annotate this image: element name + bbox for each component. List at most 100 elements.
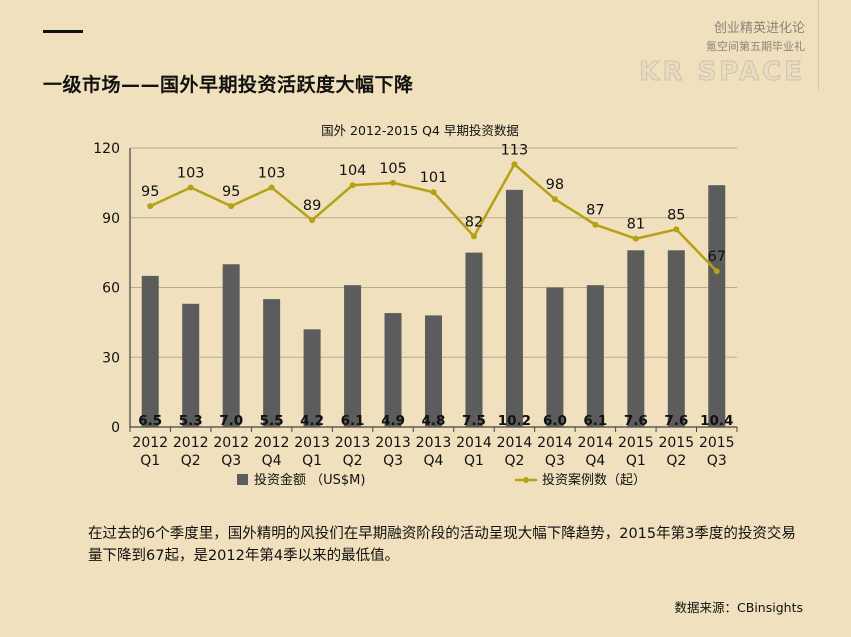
y-tick-label: 120 xyxy=(93,141,120,157)
line-data-label: 89 xyxy=(303,198,321,214)
bar xyxy=(222,264,240,427)
brand-tagline: 创业精英进化论 xyxy=(713,21,805,36)
source-note: 数据来源：CBinsights xyxy=(674,600,803,615)
line-point xyxy=(268,184,275,191)
bar-data-label: 7.6 xyxy=(624,413,648,429)
line-data-label: 103 xyxy=(177,166,205,182)
line-data-label: 101 xyxy=(420,170,448,186)
line-data-label: 67 xyxy=(708,249,726,265)
bar-data-label: 4.9 xyxy=(381,413,405,429)
bar xyxy=(546,287,564,427)
x-tick-label-year: 2015 xyxy=(658,435,694,451)
x-tick-label-year: 2012 xyxy=(132,435,168,451)
x-tick-label-year: 2015 xyxy=(618,435,654,451)
line-data-label: 95 xyxy=(222,184,240,200)
legend-line-label: 投资案例数（起） xyxy=(542,472,646,488)
bar-data-label: 6.0 xyxy=(543,413,567,429)
top-accent-rule xyxy=(43,30,83,33)
line-data-label: 98 xyxy=(546,177,564,193)
slide-title: 一级市场——国外早期投资活跃度大幅下降 xyxy=(43,74,414,96)
y-tick-label: 30 xyxy=(102,350,120,366)
bar xyxy=(182,303,200,427)
bar xyxy=(627,250,645,427)
x-tick-label-quarter: Q2 xyxy=(504,453,524,469)
x-tick-label-quarter: Q3 xyxy=(383,453,403,469)
line-data-label: 103 xyxy=(258,166,286,182)
x-tick-label-quarter: Q3 xyxy=(707,453,727,469)
bar-data-label: 7.6 xyxy=(664,413,688,429)
line-data-label: 113 xyxy=(501,142,529,158)
y-tick-label: 90 xyxy=(102,211,120,227)
x-tick-label-quarter: Q2 xyxy=(343,453,363,469)
x-tick-label-year: 2013 xyxy=(335,435,371,451)
bar xyxy=(425,315,442,427)
x-tick-label-quarter: Q1 xyxy=(302,453,322,469)
x-tick-label-year: 2013 xyxy=(375,435,411,451)
chart-title: 国外 2012-2015 Q4 早期投资数据 xyxy=(321,123,519,138)
legend-line-marker xyxy=(523,477,529,483)
line-point xyxy=(470,233,477,240)
line-point xyxy=(349,182,356,189)
brand-event: 氪空间第五期毕业礼 xyxy=(706,40,805,53)
x-tick-label-quarter: Q2 xyxy=(666,453,686,469)
line-point xyxy=(511,161,518,168)
bar xyxy=(384,313,402,427)
line-point xyxy=(713,268,720,275)
x-tick-label-quarter: Q1 xyxy=(464,453,484,469)
line-point xyxy=(592,221,599,228)
bar xyxy=(708,185,726,427)
bar-data-label: 5.3 xyxy=(179,413,203,429)
description-text: 在过去的6个季度里，国外精明的风投们在早期融资阶段的活动呈现大幅下降趋势，201… xyxy=(88,526,796,564)
x-tick-label-quarter: Q2 xyxy=(181,453,201,469)
line-data-label: 82 xyxy=(465,214,483,230)
line-data-label: 81 xyxy=(627,217,645,233)
line-point xyxy=(632,235,639,242)
x-tick-label-year: 2012 xyxy=(213,435,249,451)
x-tick-label-year: 2014 xyxy=(537,435,573,451)
bar xyxy=(263,299,281,427)
line-data-label: 104 xyxy=(339,163,367,179)
x-tick-label-year: 2012 xyxy=(173,435,209,451)
bar-data-label: 4.8 xyxy=(422,413,446,429)
y-tick-label: 60 xyxy=(102,281,120,297)
brand-block: 创业精英进化论 氪空间第五期毕业礼 KR SPACE xyxy=(639,20,805,88)
legend-bar-swatch xyxy=(237,474,248,485)
x-axis: 2012 Q1 2012 Q2 2012 Q3 2012 Q4 2013 Q1 2013 Q2 2013… xyxy=(129,427,738,469)
brand-logo: KR SPACE xyxy=(639,57,805,88)
line-point xyxy=(390,179,397,186)
x-tick-label-quarter: Q4 xyxy=(424,453,444,469)
bar xyxy=(141,275,159,427)
line-point xyxy=(309,217,316,224)
line-data-label: 87 xyxy=(586,203,604,219)
bar xyxy=(667,250,685,427)
bar-data-label: 10.4 xyxy=(700,413,733,429)
x-tick-label-quarter: Q4 xyxy=(585,453,605,469)
x-tick-label-quarter: Q1 xyxy=(140,453,160,469)
line-series: 95 103 95 103 89 104 105 101 82 113 98 87 81 85 67 xyxy=(141,142,726,275)
x-tick-label-year: 2014 xyxy=(578,435,614,451)
line-point xyxy=(551,196,558,203)
line-point xyxy=(228,203,235,210)
x-tick-label-quarter: Q3 xyxy=(221,453,241,469)
line-point xyxy=(430,189,437,196)
y-tick-label: 0 xyxy=(111,420,120,436)
line-point xyxy=(673,226,680,233)
bar-data-label: 5.5 xyxy=(260,413,284,429)
bar xyxy=(586,285,604,427)
x-tick-label-year: 2015 xyxy=(699,435,735,451)
bar-data-label: 4.2 xyxy=(300,413,324,429)
bar xyxy=(505,189,523,427)
bar xyxy=(344,285,362,427)
y-axis: 0 30 60 90 120 xyxy=(93,141,131,436)
bar-data-label: 7.0 xyxy=(219,413,243,429)
legend-bar-label: 投资金额 （US$M) xyxy=(254,472,365,488)
bar-data-label: 10.2 xyxy=(498,413,531,429)
bar xyxy=(303,329,321,427)
line-data-label: 105 xyxy=(379,161,407,177)
line-data-label: 95 xyxy=(141,184,159,200)
bar xyxy=(465,252,483,427)
x-tick-label-year: 2013 xyxy=(294,435,330,451)
x-tick-label-year: 2014 xyxy=(456,435,492,451)
x-tick-label-year: 2013 xyxy=(416,435,452,451)
bar-data-label: 7.5 xyxy=(462,413,486,429)
